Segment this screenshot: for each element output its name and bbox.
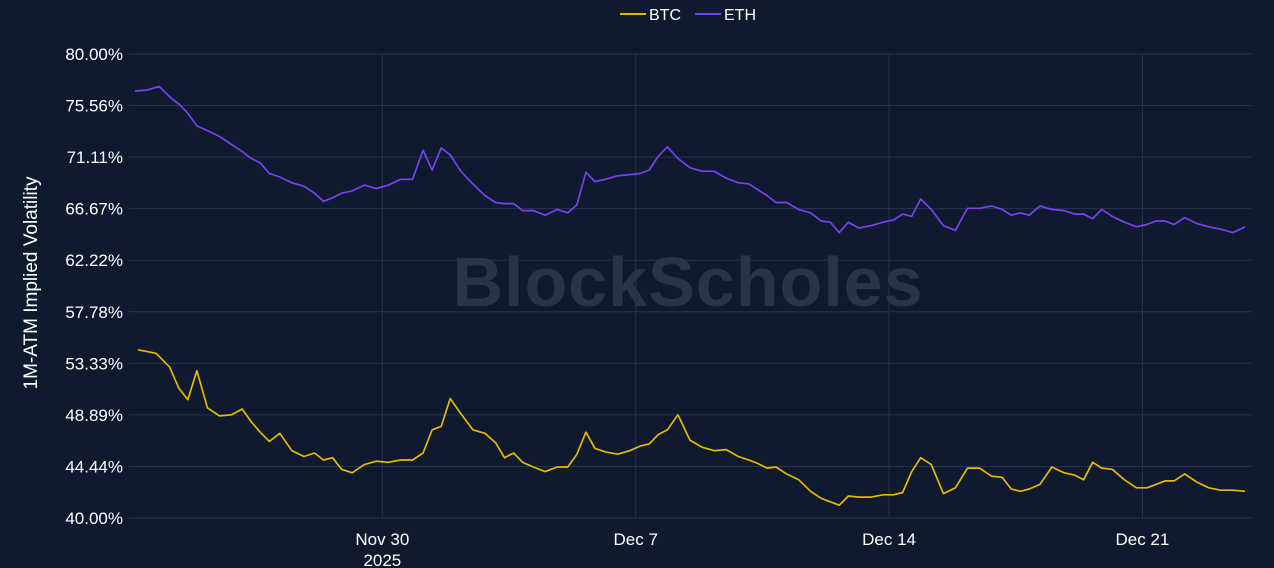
y-axis-title: 1M-ATM Implied Volatility <box>21 176 42 389</box>
y-axis-ticks: 80.00% 75.56% 71.11% 66.67% 62.22% 57.78% 53.3… <box>65 45 123 528</box>
y-tick-label: 71.11% <box>67 148 123 167</box>
y-tick-label: 44.44% <box>65 457 123 476</box>
x-tick-label: Nov 30 <box>355 530 409 549</box>
watermark-text: BlockScholes <box>452 243 923 321</box>
y-tick-label: 75.56% <box>65 97 123 116</box>
y-tick-label: 62.22% <box>65 251 123 270</box>
y-tick-label: 66.67% <box>65 200 123 219</box>
x-tick-label: Dec 7 <box>613 530 657 549</box>
legend-label: BTC <box>649 7 681 24</box>
x-tick-sublabel: 2025 <box>363 551 401 568</box>
x-tick-label: Dec 21 <box>1115 530 1169 549</box>
x-axis-ticks: Nov 30 2025 Dec 7 Dec 14 Dec 21 <box>355 530 1169 568</box>
y-tick-label: 48.89% <box>65 406 123 425</box>
y-tick-label: 80.00% <box>65 45 123 64</box>
y-tick-label: 40.00% <box>65 509 123 528</box>
legend: BTC ETH <box>620 7 756 24</box>
y-tick-label: 57.78% <box>65 303 123 322</box>
legend-item-btc[interactable]: BTC <box>620 7 681 24</box>
series-lines <box>134 85 1246 507</box>
y-tick-label: 53.33% <box>65 354 123 373</box>
grid <box>129 53 1251 519</box>
legend-label: ETH <box>724 7 756 24</box>
legend-item-eth[interactable]: ETH <box>695 7 756 24</box>
x-tick-label: Dec 14 <box>862 530 916 549</box>
series-line-eth <box>134 85 1246 234</box>
series-line-btc <box>137 348 1246 507</box>
